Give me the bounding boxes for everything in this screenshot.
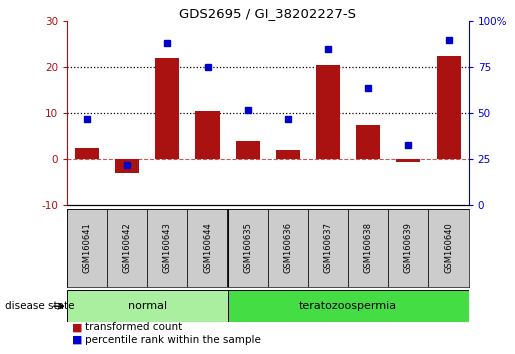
Bar [75,148,99,159]
Text: disease state: disease state [5,301,75,311]
Bar [228,290,469,322]
Bar [196,111,219,159]
Bar [115,159,139,173]
Text: transformed count: transformed count [85,322,182,332]
Text: GSM160635: GSM160635 [243,222,252,273]
Text: percentile rank within the sample: percentile rank within the sample [85,335,261,345]
Text: GSM160638: GSM160638 [364,222,373,273]
Bar [236,141,260,159]
Text: GSM160641: GSM160641 [82,222,92,273]
Text: ■: ■ [72,322,82,332]
Title: GDS2695 / GI_38202227-S: GDS2695 / GI_38202227-S [179,7,356,20]
Bar [67,290,228,322]
Text: GSM160637: GSM160637 [323,222,333,273]
Text: GSM160639: GSM160639 [404,222,413,273]
Text: GSM160644: GSM160644 [203,222,212,273]
Text: GSM160640: GSM160640 [444,222,453,273]
Bar [348,209,388,287]
Text: GSM160642: GSM160642 [123,222,132,273]
Bar [147,209,187,287]
Bar [397,159,420,161]
Bar [437,56,460,159]
Text: teratozoospermia: teratozoospermia [299,301,397,311]
Text: GSM160636: GSM160636 [283,222,293,273]
Text: GSM160643: GSM160643 [163,222,172,273]
Bar [67,209,107,287]
Bar [228,209,268,287]
Text: normal: normal [128,301,167,311]
Bar [187,209,228,287]
Bar [276,150,300,159]
Text: ■: ■ [72,335,82,345]
Bar [316,65,340,159]
Bar [156,58,179,159]
Bar [107,209,147,287]
Bar [308,209,348,287]
Bar [356,125,380,159]
Bar [388,209,428,287]
Bar [268,209,308,287]
Bar [428,209,469,287]
